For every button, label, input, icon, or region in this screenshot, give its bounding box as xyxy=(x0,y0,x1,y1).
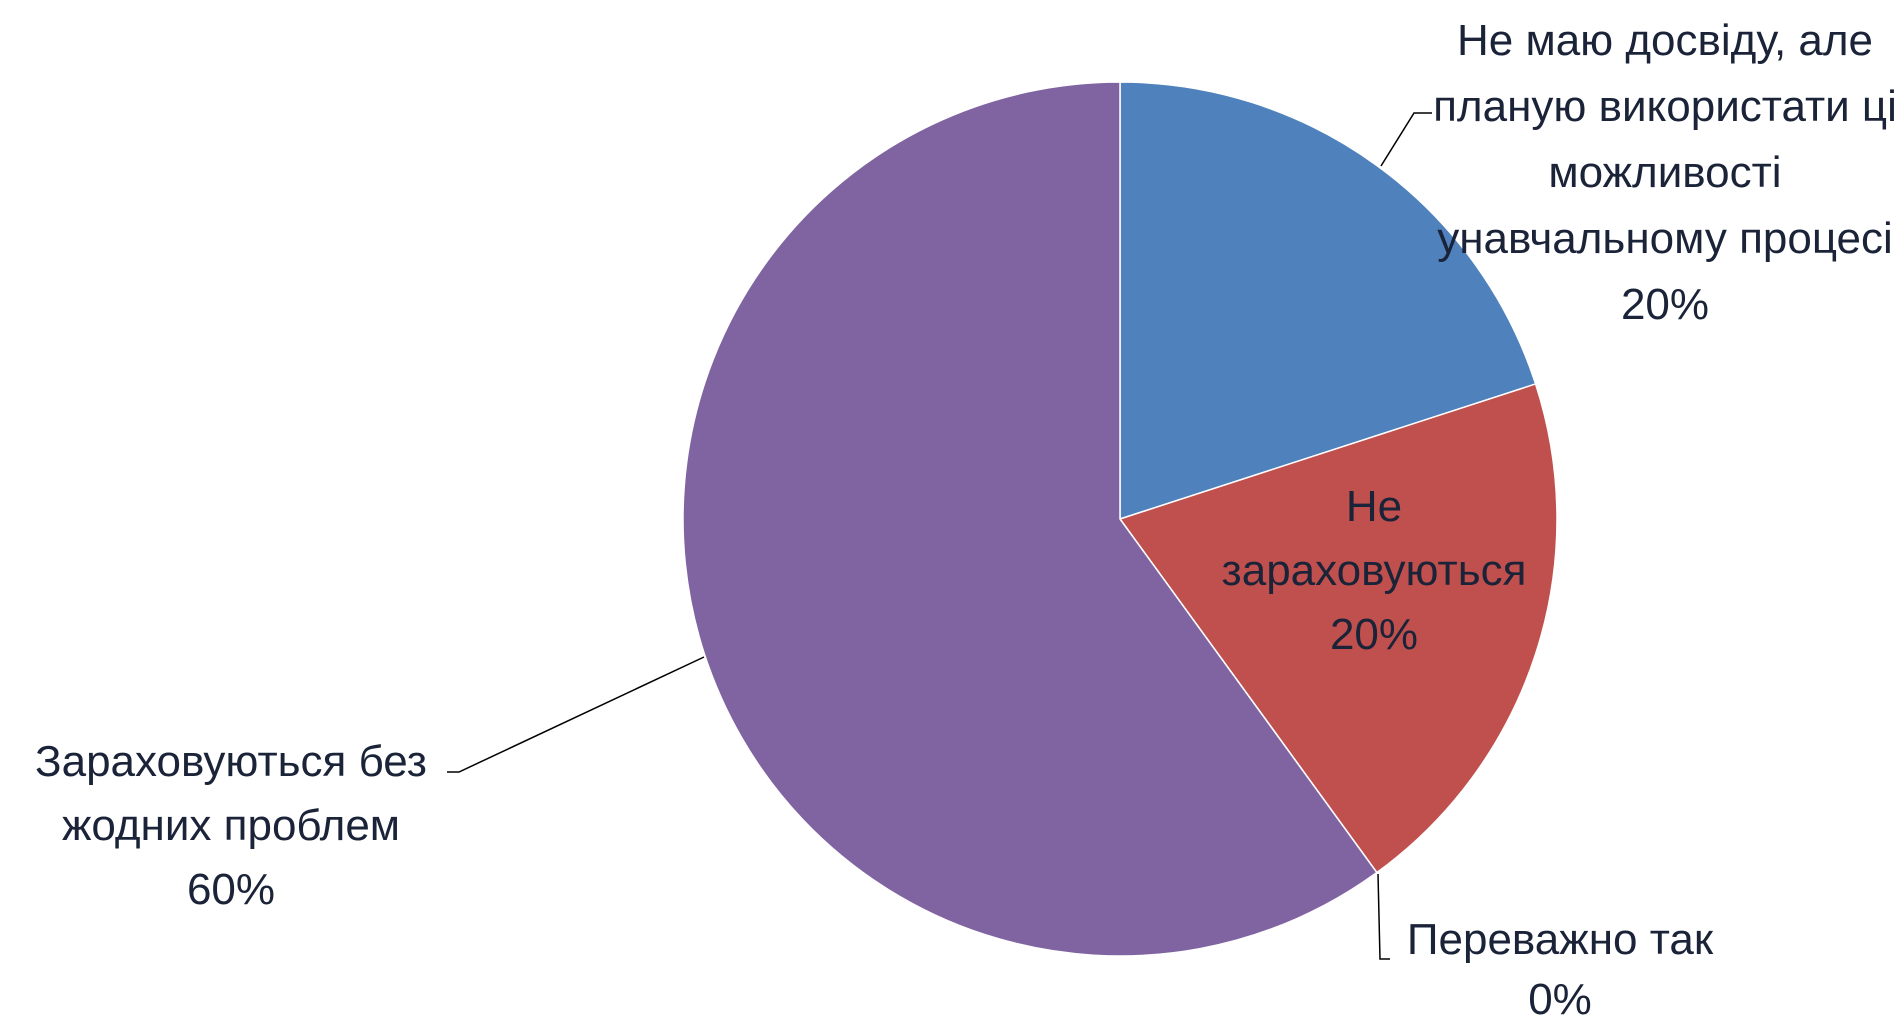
data-label: Не зараховуються 20% xyxy=(1200,475,1548,667)
category-label: Не маю досвіду, але планую використати ц… xyxy=(1433,16,1897,263)
data-label: Зараховуються без жодних проблем 60% xyxy=(0,730,462,922)
leader-line xyxy=(1377,873,1390,960)
pie-slice xyxy=(682,81,1378,957)
pie-slice xyxy=(1119,81,1537,521)
category-label: Переважно так xyxy=(1406,915,1714,964)
value-label: 0% xyxy=(1528,975,1592,1024)
leader-line xyxy=(1380,112,1432,167)
category-label: Не зараховуються xyxy=(1221,482,1527,595)
category-label: Зараховуються без жодних проблем xyxy=(35,737,427,850)
data-label: Не маю досвіду, але планую використати ц… xyxy=(1430,8,1900,338)
leader-line xyxy=(447,656,705,773)
value-label: 20% xyxy=(1620,280,1710,329)
value-label: 20% xyxy=(1329,610,1419,659)
pie-slice xyxy=(1118,383,1558,874)
value-label: 60% xyxy=(186,865,276,914)
slices xyxy=(682,81,1558,957)
data-label: Переважно так 0% xyxy=(1380,910,1740,1025)
